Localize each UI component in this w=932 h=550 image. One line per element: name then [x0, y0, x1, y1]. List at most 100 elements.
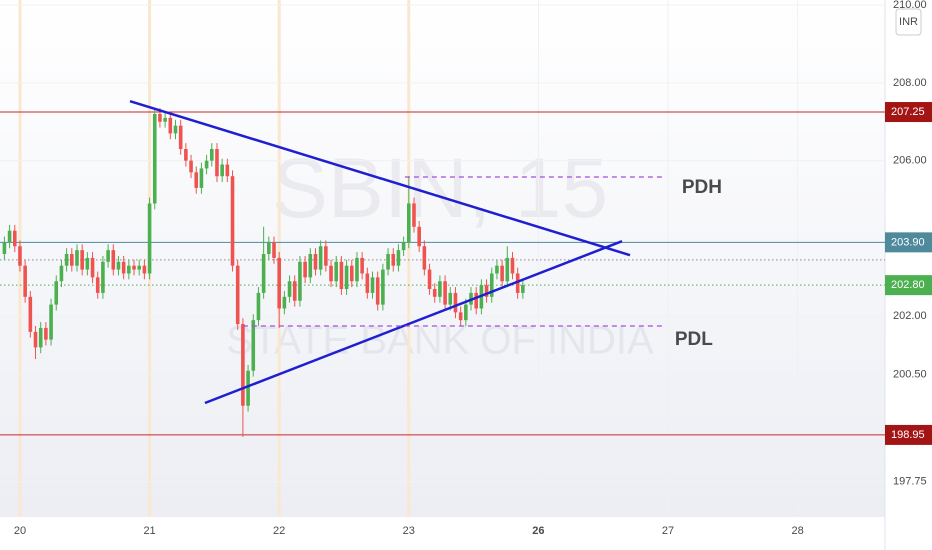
candles [2, 108, 525, 437]
candle-body [298, 261, 302, 301]
y-tick-label: 202.00 [893, 310, 927, 322]
candle-body [515, 273, 520, 293]
candle-body [329, 265, 333, 282]
candle-body [241, 324, 245, 406]
candle-body [189, 160, 193, 173]
candle-body [427, 269, 432, 290]
candle-body [152, 113, 157, 204]
candle-body [334, 261, 339, 282]
candle-body [220, 164, 224, 177]
candle-body [158, 113, 162, 122]
price-tag-label: 198.95 [891, 429, 925, 441]
candle-body [75, 250, 79, 266]
candle-body [116, 261, 121, 270]
candle-body [23, 265, 27, 297]
candle-body [267, 242, 271, 255]
candle-body [209, 148, 214, 161]
price-tag [885, 232, 932, 253]
x-tick-label: 28 [792, 525, 804, 537]
candle-body [521, 285, 525, 293]
candle-body [80, 250, 84, 270]
candle-body [54, 281, 59, 305]
candle-body [173, 125, 178, 134]
candle-body [261, 254, 266, 293]
candle-body [349, 265, 354, 282]
x-tick-label: 22 [273, 525, 285, 537]
candle-body [303, 261, 307, 278]
candle-body [184, 148, 188, 161]
candle-body [277, 257, 281, 309]
price-tag-label: 202.80 [891, 279, 925, 291]
candle-body [396, 250, 401, 266]
candle-body [432, 289, 437, 297]
candle-body [370, 277, 375, 293]
candle-body [49, 304, 53, 340]
candle-body [132, 265, 136, 270]
candle-body [381, 269, 385, 305]
y-tick-label: 208.00 [893, 77, 927, 89]
trendline [204, 240, 623, 405]
price-tag-label: 207.25 [891, 106, 925, 118]
candle-body [127, 265, 131, 274]
candle-body [365, 273, 370, 293]
candle-body [287, 281, 292, 297]
candle-body [95, 277, 100, 293]
candle-body [505, 257, 510, 282]
candle-body [375, 277, 380, 305]
candle-body [85, 257, 90, 270]
candle-body [355, 257, 359, 282]
candle-body [324, 246, 328, 266]
candle-body [386, 254, 390, 270]
candle-body [443, 281, 447, 305]
candle-body [438, 281, 442, 297]
candle-body [344, 265, 349, 290]
candle-body [2, 242, 7, 255]
candle-body [464, 304, 468, 321]
y-tick-label: 197.75 [893, 476, 927, 488]
y-tick-label: 200.50 [893, 369, 927, 381]
candle-body [510, 257, 515, 274]
candle-body [256, 292, 261, 321]
candle-body [178, 125, 183, 149]
x-tick-label: 20 [14, 525, 26, 537]
candle-body [38, 327, 43, 348]
candle-body [147, 203, 152, 274]
candle-body [484, 285, 489, 297]
candle-body [292, 281, 297, 301]
annotation-label: PDH [682, 177, 722, 198]
y-tick-label: 206.00 [893, 155, 927, 167]
candle-body [495, 265, 499, 274]
candle-body [142, 265, 147, 274]
candle-body [7, 230, 12, 243]
candle-body [59, 265, 64, 282]
candle-body [489, 273, 494, 297]
candle-body [313, 254, 318, 270]
price-tag [885, 102, 932, 123]
currency: INR [899, 16, 918, 28]
time-axis-background [0, 517, 885, 550]
candle-body [44, 327, 48, 340]
candle-body [199, 168, 204, 188]
candle-body [318, 246, 323, 270]
plot-background [0, 0, 885, 517]
candle-body [28, 296, 33, 332]
candle-body [453, 292, 458, 313]
candle-body [308, 254, 313, 278]
candle-body [407, 203, 411, 243]
candle-body [422, 246, 427, 270]
candle-body [339, 261, 344, 290]
x-tick-label: 26 [532, 525, 544, 537]
currency-box[interactable] [895, 8, 922, 36]
candle-body [163, 117, 167, 122]
candle-body [401, 242, 406, 251]
annotation-label: PDL [675, 329, 713, 350]
candle-body [106, 250, 110, 262]
candle-body [282, 296, 287, 309]
candle-body [18, 246, 22, 266]
trendline [129, 99, 631, 257]
candle-body [391, 254, 396, 266]
price-tag [885, 275, 932, 296]
candle-body [194, 172, 199, 188]
candle-body [272, 242, 276, 258]
